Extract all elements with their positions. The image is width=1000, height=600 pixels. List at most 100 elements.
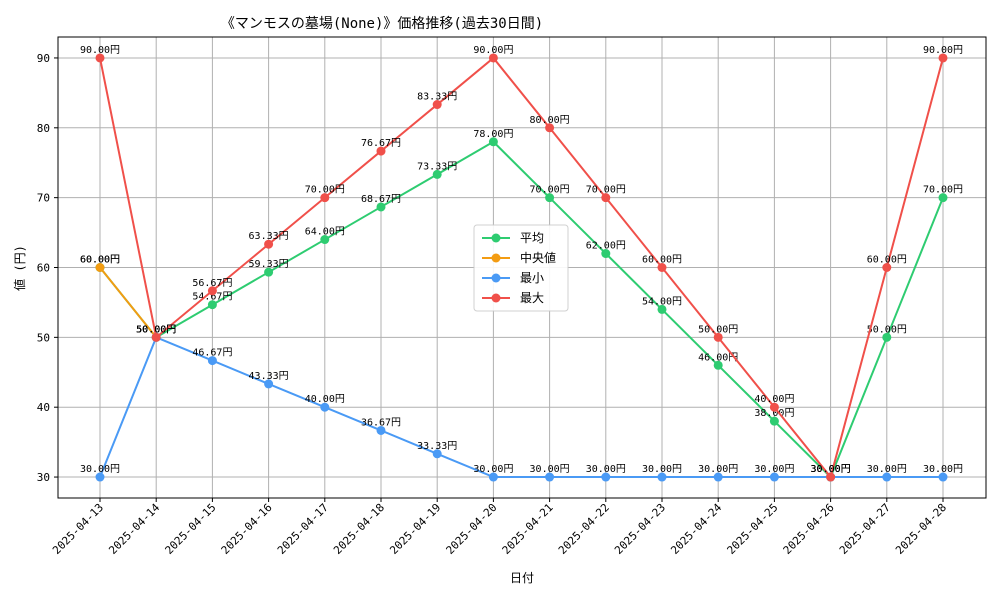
data-point (264, 267, 274, 277)
x-tick-label: 2025-04-21 (500, 501, 556, 557)
x-tick-label: 2025-04-26 (781, 501, 837, 557)
data-label: 62.00円 (586, 241, 626, 252)
data-label: 64.00円 (305, 227, 345, 238)
data-label: 60.00円 (80, 255, 120, 266)
legend-label: 中央値 (520, 250, 556, 265)
x-tick-label: 2025-04-13 (50, 501, 106, 557)
x-tick-label: 2025-04-20 (443, 501, 499, 557)
data-point (95, 472, 105, 482)
data-point (882, 332, 892, 342)
data-label: 80.00円 (530, 115, 570, 126)
data-point (882, 263, 892, 272)
data-label: 73.33円 (417, 161, 457, 172)
data-point (488, 472, 498, 482)
x-tick-label: 2025-04-14 (106, 501, 162, 557)
y-tick-label: 70 (37, 192, 50, 205)
data-label: 50.00円 (136, 324, 176, 335)
data-label: 38.00円 (754, 408, 794, 419)
data-point (376, 146, 386, 156)
data-label: 63.33円 (249, 231, 289, 242)
data-label: 90.00円 (473, 45, 513, 56)
data-label: 30.00円 (586, 464, 626, 475)
y-tick-label: 40 (37, 401, 50, 414)
data-label: 30.00円 (811, 464, 851, 475)
data-label: 90.00円 (923, 45, 963, 56)
data-point (769, 472, 779, 482)
data-point (545, 472, 555, 482)
y-axis-label: 値 (円) (12, 245, 27, 291)
data-label: 78.00円 (473, 129, 513, 140)
data-label: 56.67円 (192, 278, 232, 289)
data-point (657, 472, 667, 482)
data-label: 30.00円 (811, 464, 851, 475)
x-tick-label: 2025-04-16 (219, 501, 275, 557)
data-point (601, 249, 611, 259)
data-point (320, 402, 330, 412)
data-label: 30.00円 (530, 464, 570, 475)
data-label: 30.00円 (867, 464, 907, 475)
legend-box (473, 224, 569, 312)
data-point (151, 332, 161, 342)
data-point (769, 402, 779, 412)
legend-marker (491, 273, 501, 283)
y-tick-label: 30 (37, 471, 50, 484)
y-tick-label: 60 (37, 262, 50, 275)
data-label: 50.00円 (136, 324, 176, 335)
data-point (601, 193, 611, 203)
data-point (713, 332, 723, 342)
data-label: 76.67円 (361, 138, 401, 149)
data-label: 43.33円 (249, 371, 289, 382)
series-最大: 90.00円 50.00円 56.67円 63.33円 70.00円 76.67円 83.3… (80, 45, 963, 482)
data-label: 46.00円 (698, 352, 738, 363)
series-平均: 60.00円 50.00円 54.67円 59.33円 64.00円 68.67円 73.3… (80, 129, 963, 482)
data-label: 83.33円 (417, 92, 457, 103)
data-point (207, 286, 217, 296)
data-point (264, 239, 274, 249)
legend-marker (491, 293, 501, 303)
data-label: 46.67円 (192, 348, 232, 359)
data-point (545, 123, 555, 133)
data-label: 30.00円 (473, 464, 513, 475)
data-point (938, 472, 948, 482)
data-label: 54.00円 (642, 296, 682, 307)
data-point (545, 193, 555, 203)
data-point (320, 235, 330, 245)
data-point (376, 425, 386, 435)
x-axis-label: 日付 (510, 571, 534, 585)
data-label: 70.00円 (530, 185, 570, 196)
legend-label: 最小 (520, 271, 544, 285)
data-label: 60.00円 (867, 255, 907, 266)
legend-marker (491, 253, 501, 263)
x-tick-label: 2025-04-28 (893, 501, 949, 557)
x-tick-label: 2025-04-24 (668, 501, 724, 557)
legend-label: 平均 (520, 231, 544, 245)
data-point (488, 137, 498, 147)
legend-label: 最大 (520, 291, 544, 305)
data-label: 59.33円 (249, 259, 289, 270)
data-point (376, 202, 386, 212)
x-tick-label: 2025-04-18 (331, 501, 387, 557)
x-tick-label: 2025-04-17 (275, 501, 331, 557)
x-tick-label: 2025-04-19 (387, 501, 443, 557)
data-label: 30.00円 (811, 464, 851, 475)
data-point (320, 193, 330, 203)
data-point (432, 169, 442, 179)
data-label: 40.00円 (754, 394, 794, 405)
plot-frame (57, 36, 987, 499)
series-layer: 60.00円 50.00円 54.67円 59.33円 64.00円 68.67円 73.3… (80, 45, 963, 482)
data-label: 30.00円 (754, 464, 794, 475)
data-label: 68.67円 (361, 194, 401, 205)
data-point (601, 472, 611, 482)
data-point (488, 53, 498, 63)
x-tick-label: 2025-04-23 (612, 501, 668, 557)
data-point (207, 300, 217, 310)
data-point (95, 53, 105, 63)
data-point (264, 379, 274, 389)
data-label: 90.00円 (80, 45, 120, 56)
data-point (432, 449, 442, 459)
data-label: 40.00円 (305, 394, 345, 405)
data-label: 70.00円 (305, 185, 345, 196)
data-label: 33.33円 (417, 441, 457, 452)
